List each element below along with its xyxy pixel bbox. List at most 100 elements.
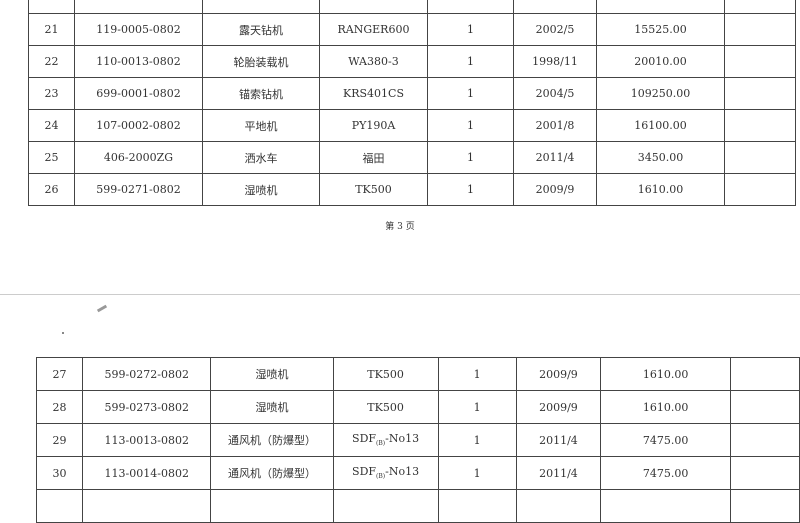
cell-remark <box>724 77 796 110</box>
page-separator <box>0 294 800 295</box>
cell-date: 1998/11 <box>513 45 597 78</box>
cell-qty: 1 <box>427 13 514 46</box>
cell-value: 1610.00 <box>596 173 725 206</box>
cell-qty: 1 <box>427 109 514 142</box>
cell-model: KRS401CS <box>319 77 428 110</box>
cell-qty: 1 <box>427 141 514 174</box>
cell-qty: 1 <box>437 390 517 424</box>
cell-qty <box>427 0 514 14</box>
cell-code <box>74 0 203 14</box>
cell-code: 599-0271-0802 <box>74 173 203 206</box>
cell-date <box>515 489 602 523</box>
cell-remark <box>729 423 800 457</box>
cell-remark <box>729 456 800 490</box>
cell-model: TK500 <box>332 390 439 424</box>
cell-value: 7475.00 <box>600 456 731 490</box>
cell-no: 21 <box>28 13 75 46</box>
table-row: 30 113-0014-0802 通风机（防爆型） SDF(B)-No13 1 2011/… <box>35 456 800 490</box>
cell-remark <box>724 0 796 14</box>
model-part: -No13 <box>385 432 420 446</box>
cell-no: 23 <box>28 77 75 110</box>
cell-code: 107-0002-0802 <box>74 109 203 142</box>
cell-model: WA380-3 <box>319 45 428 78</box>
cell-remark <box>724 109 796 142</box>
cell-name: 湿喷机 <box>210 357 334 391</box>
cell-remark <box>724 173 796 206</box>
cell-qty: 1 <box>437 423 517 457</box>
model-part: -No13 <box>385 465 420 479</box>
cell-date: 2011/4 <box>515 423 602 457</box>
model-part: SDF <box>352 465 377 479</box>
table-row: 21 119-0005-0802 露天钻机 RANGER600 1 2002/5 15525… <box>28 13 796 46</box>
cell-code: 599-0273-0802 <box>82 390 212 424</box>
model-part: (B) <box>376 440 386 448</box>
cell-model: RANGER600 <box>319 13 428 46</box>
cell-code: 113-0013-0802 <box>82 423 212 457</box>
cell-value: 1610.00 <box>600 390 731 424</box>
cell-model: SDF(B)-No13 <box>332 423 439 457</box>
cell-value: 109250.00 <box>596 77 725 110</box>
cell-date: 2002/5 <box>513 13 597 46</box>
cell-name: 通风机（防爆型） <box>210 456 334 490</box>
cell-model: SDF(B)-No13 <box>332 456 439 490</box>
equipment-table-page-4: 27 599-0272-0802 湿喷机 TK500 1 2009/9 1610.00 28 5… <box>35 357 800 523</box>
cell-code: 110-0013-0802 <box>74 45 203 78</box>
cell-value <box>600 489 731 523</box>
cell-date: 2009/9 <box>513 173 597 206</box>
cell-remark <box>729 357 800 391</box>
cell-qty <box>437 489 517 523</box>
cell-date: 2011/4 <box>513 141 597 174</box>
cell-qty: 1 <box>427 173 514 206</box>
page-number: 第 3 页 <box>385 222 415 232</box>
cell-name: 通风机（防爆型） <box>210 423 334 457</box>
cell-no: 25 <box>28 141 75 174</box>
table-row: 23 699-0001-0802 锚索钻机 KRS401CS 1 2004/5 109250… <box>28 77 796 110</box>
cell-value <box>596 0 725 14</box>
cell-code <box>82 489 212 523</box>
cell-remark <box>724 141 796 174</box>
cell-name: 湿喷机 <box>210 390 334 424</box>
cell-model <box>332 489 439 523</box>
cell-model <box>319 0 428 14</box>
cell-value: 20010.00 <box>596 45 725 78</box>
cell-value: 16100.00 <box>596 109 725 142</box>
scan-dot <box>62 332 64 334</box>
cell-code: 599-0272-0802 <box>82 357 212 391</box>
cell-date: 2001/8 <box>513 109 597 142</box>
cell-model: TK500 <box>319 173 428 206</box>
table-row: 26 599-0271-0802 湿喷机 TK500 1 2009/9 1610.00 <box>28 173 796 206</box>
cell-value: 15525.00 <box>596 13 725 46</box>
table-row: 24 107-0002-0802 平地机 PY190A 1 2001/8 16100.00 <box>28 109 796 142</box>
table-row: 25 406-2000ZG 洒水车 福田 1 2011/4 3450.00 <box>28 141 796 174</box>
cell-date: 2004/5 <box>513 77 597 110</box>
cell-name <box>210 489 334 523</box>
cell-name: 湿喷机 <box>202 173 320 206</box>
cell-code: 699-0001-0802 <box>74 77 203 110</box>
cell-qty: 1 <box>427 77 514 110</box>
cell-no: 26 <box>28 173 75 206</box>
scan-mark <box>96 304 108 313</box>
cell-qty: 1 <box>437 456 517 490</box>
cell-no: 27 <box>35 357 84 391</box>
table-row: 28 599-0273-0802 湿喷机 TK500 1 2009/9 1610.00 <box>35 390 800 424</box>
cell-model: 福田 <box>319 141 428 174</box>
model-part: (B) <box>376 473 386 481</box>
cell-no: 24 <box>28 109 75 142</box>
cell-value: 7475.00 <box>600 423 731 457</box>
cell-model: PY190A <box>319 109 428 142</box>
cell-remark <box>724 13 796 46</box>
cell-no: 28 <box>35 390 84 424</box>
table-row: 29 113-0013-0802 通风机（防爆型） SDF(B)-No13 1 2011/… <box>35 423 800 457</box>
cell-value: 3450.00 <box>596 141 725 174</box>
cell-remark <box>724 45 796 78</box>
cell-remark <box>729 489 800 523</box>
table-row <box>28 0 796 14</box>
cell-code: 113-0014-0802 <box>82 456 212 490</box>
cell-remark <box>729 390 800 424</box>
model-part: SDF <box>352 432 377 446</box>
cell-name: 平地机 <box>202 109 320 142</box>
cell-qty: 1 <box>437 357 517 391</box>
cell-date <box>513 0 597 14</box>
cell-no <box>28 0 75 14</box>
cell-code: 406-2000ZG <box>74 141 203 174</box>
